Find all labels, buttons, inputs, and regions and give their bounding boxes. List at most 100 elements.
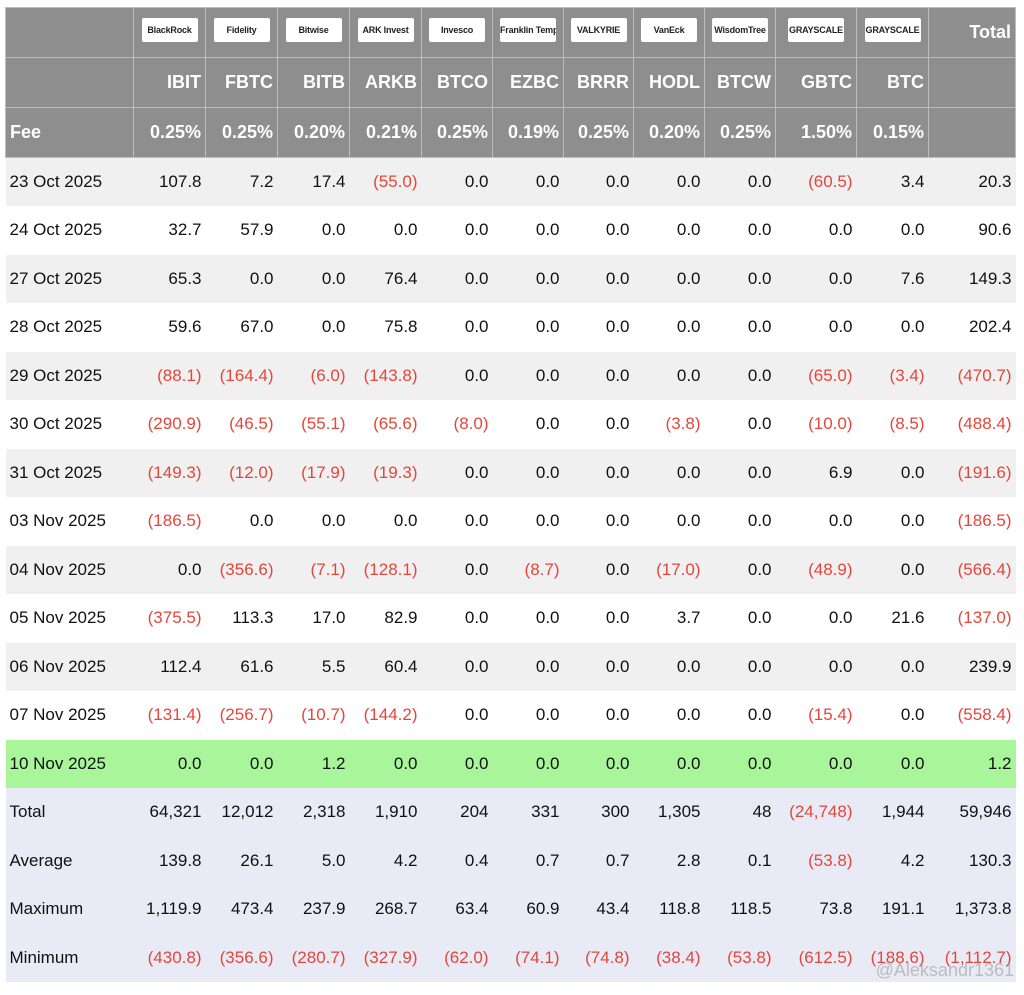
- flow-value: 0.0: [605, 462, 630, 482]
- flow-value: (430.8): [147, 947, 202, 967]
- flow-value: 204: [460, 802, 489, 822]
- row-label: 27 Oct 2025: [9, 268, 103, 288]
- flow-value: (10.0): [808, 414, 853, 434]
- flow-value: (17.9): [301, 462, 346, 482]
- flow-value: 0.0: [535, 608, 560, 628]
- brand-logo: Fidelity: [213, 18, 270, 42]
- flow-value: 2.8: [676, 850, 701, 870]
- flow-value: 0.0: [605, 414, 630, 434]
- flow-value: (186.5): [957, 511, 1012, 531]
- ticker: BITB: [277, 57, 350, 108]
- flow-value: 43.4: [596, 899, 630, 919]
- logo-cell: GRAYSCALE: [856, 7, 929, 58]
- flow-value: 113.3: [232, 608, 274, 628]
- daily-row: 10 Nov 2025 0.0 0.0 1.2 0.0 0.0 0.0 0.0 0.0 0.0 0.…: [5, 739, 1016, 788]
- flow-value: (356.6): [219, 947, 274, 967]
- flow-value: (53.8): [808, 850, 853, 870]
- flow-value: 2,318: [302, 802, 346, 822]
- flow-value: (1,112.7): [944, 947, 1012, 967]
- daily-row: 31 Oct 2025 (149.3) (12.0) (17.9) (19.3) 0.0 0…: [5, 448, 1016, 497]
- flow-value: 0.0: [605, 559, 630, 579]
- flow-value: (280.7): [291, 947, 346, 967]
- flow-value: 3.7: [676, 608, 701, 628]
- flow-value: 0.0: [828, 317, 853, 337]
- flow-value: 0.0: [900, 705, 925, 725]
- flow-value: 0.0: [605, 365, 630, 385]
- flow-value: (6.0): [310, 365, 346, 385]
- logo-cell: Franklin Templeton: [492, 7, 564, 58]
- flow-value: 0.0: [900, 753, 925, 773]
- flow-value: 60.9: [526, 899, 560, 919]
- flow-value: (88.1): [157, 365, 202, 385]
- row-label: 31 Oct 2025: [9, 462, 103, 482]
- flow-value: (375.5): [147, 608, 202, 628]
- ticker: BTC: [856, 57, 929, 108]
- flow-value: 17.4: [312, 172, 346, 191]
- flow-value: 300: [601, 802, 630, 822]
- flow-value: 0.0: [747, 268, 772, 288]
- flow-value: 0.0: [605, 705, 630, 725]
- flow-value: (19.3): [373, 462, 418, 482]
- flow-value: 57.9: [240, 220, 274, 240]
- flow-value: (65.6): [373, 414, 418, 434]
- daily-row: 28 Oct 2025 59.6 67.0 0.0 75.8 0.0 0.0 0.0 0.0 0.…: [5, 303, 1016, 352]
- flow-value: 0.0: [535, 705, 560, 725]
- flow-value: 0.0: [605, 220, 630, 240]
- row-label: 30 Oct 2025: [9, 414, 103, 434]
- flow-value: 191.1: [881, 899, 925, 919]
- summary-rows: Total 64,321 12,012 2,318 1,910 204 331 300 1,30…: [5, 788, 1016, 982]
- daily-row: 24 Oct 2025 32.7 57.9 0.0 0.0 0.0 0.0 0.0 0.0 0.0…: [5, 206, 1016, 255]
- flow-value: (38.4): [656, 947, 701, 967]
- flow-value: (144.2): [363, 705, 418, 725]
- table-header: BlackRock Fidelity Bitwise ARK Invest Invesc…: [5, 7, 1016, 158]
- brand-logo: VALKYRIE: [570, 18, 627, 42]
- flow-value: 0.0: [464, 559, 489, 579]
- flow-value: 0.0: [605, 608, 630, 628]
- logo-cell: WisdomTree: [704, 7, 776, 58]
- ticker: BTCO: [421, 57, 493, 108]
- fee: 1.50%: [775, 107, 857, 158]
- flow-value: 0.0: [747, 705, 772, 725]
- ticker: GBTC: [775, 57, 857, 108]
- flow-value: 239.9: [968, 656, 1012, 676]
- flow-value: 0.0: [464, 656, 489, 676]
- logo-row: BlackRock Fidelity Bitwise ARK Invest Invesc…: [5, 7, 1016, 58]
- row-label: 28 Oct 2025: [9, 317, 103, 337]
- flow-value: 0.0: [393, 753, 418, 773]
- ticker: EZBC: [492, 57, 564, 108]
- flow-value: 112.4: [160, 656, 202, 676]
- flow-value: 0.0: [676, 268, 701, 288]
- flow-value: 0.0: [249, 511, 274, 531]
- flow-value: (612.5): [798, 947, 853, 967]
- flow-value: 0.0: [676, 172, 701, 191]
- flow-value: (186.5): [147, 511, 202, 531]
- flow-value: 0.0: [605, 268, 630, 288]
- fee: 0.25%: [704, 107, 776, 158]
- flow-value: (24,748): [789, 802, 853, 822]
- daily-row: 03 Nov 2025 (186.5) 0.0 0.0 0.0 0.0 0.0 0.0 0.0 0…: [5, 497, 1016, 546]
- flow-value: 0.0: [464, 705, 489, 725]
- flow-value: 0.0: [464, 511, 489, 531]
- fee: 0.25%: [421, 107, 493, 158]
- flow-value: 0.0: [535, 317, 560, 337]
- flow-value: 0.0: [321, 317, 346, 337]
- row-label: 05 Nov 2025: [9, 608, 106, 628]
- flow-value: 0.0: [464, 172, 489, 191]
- flow-value: 0.0: [321, 268, 346, 288]
- flow-value: (7.1): [310, 559, 346, 579]
- fee: 0.25%: [205, 107, 278, 158]
- flow-value: (470.7): [957, 365, 1012, 385]
- flow-value: 0.0: [828, 220, 853, 240]
- flow-value: 0.0: [747, 172, 772, 191]
- flow-value: (164.4): [219, 365, 274, 385]
- flow-value: 0.0: [605, 172, 630, 191]
- brand-logo: GRAYSCALE: [864, 18, 921, 42]
- flow-value: 48: [752, 802, 772, 822]
- flow-value: 149.3: [968, 268, 1012, 288]
- flow-value: 90.6: [978, 220, 1012, 240]
- brand-logo: VanEck: [641, 18, 697, 42]
- flow-value: 17.0: [312, 608, 346, 628]
- row-label: Maximum: [9, 899, 84, 919]
- flow-value: (62.0): [444, 947, 489, 967]
- brand-logo: BlackRock: [141, 18, 198, 42]
